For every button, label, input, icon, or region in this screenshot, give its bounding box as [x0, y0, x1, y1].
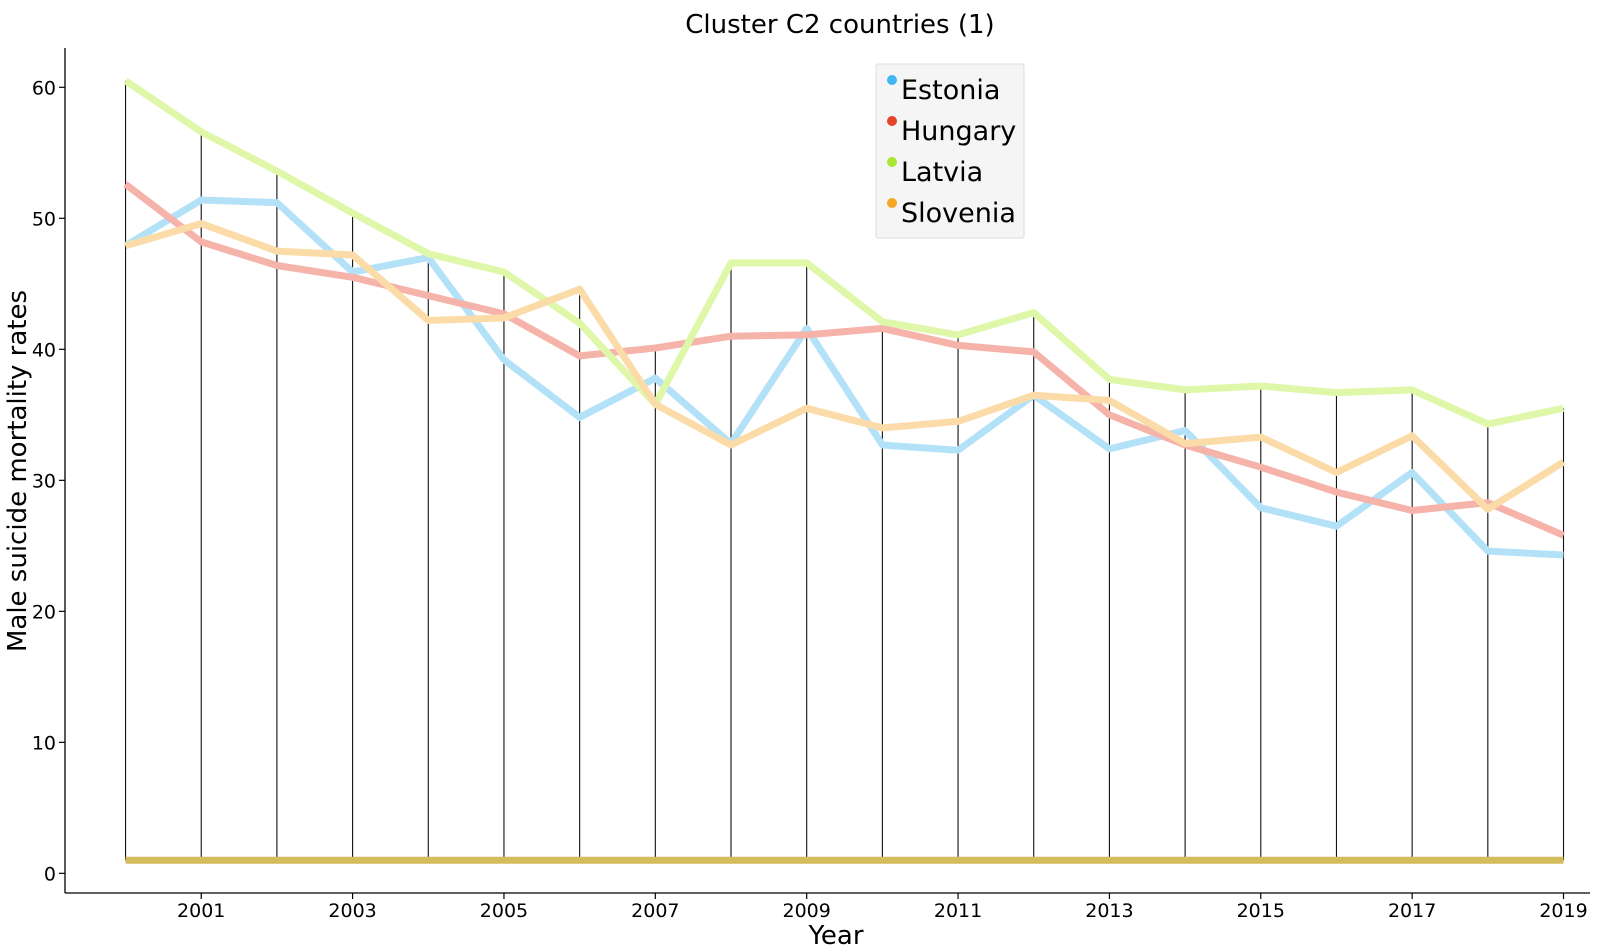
series-lines: [123, 77, 1566, 559]
x-tick-label-2019: 2019: [1539, 900, 1587, 922]
x-tick-label-2005: 2005: [480, 900, 528, 922]
legend-label-estonia: Estonia: [901, 75, 1000, 106]
x-tick-label-2015: 2015: [1237, 900, 1285, 922]
y-tick-label-60: 60: [32, 77, 56, 99]
legend-marker-estonia: [887, 75, 897, 85]
y-tick-label-20: 20: [32, 601, 56, 623]
legend: Estonia Hungary Latvia Slovenia: [875, 63, 1025, 239]
series-line-slovenia: [124, 220, 1566, 513]
y-tick-label-30: 30: [32, 470, 56, 492]
vertical-stems: [124, 80, 1565, 861]
y-tick-label-10: 10: [32, 732, 56, 754]
x-tick-label-2009: 2009: [783, 900, 831, 922]
legend-label-slovenia: Slovenia: [901, 198, 1016, 229]
y-ticks: 0 10 20 30 40 50 60: [32, 77, 65, 885]
x-ticks: 2001 2003 2005 2007 2009 2011 2013 2015 2017 2019: [177, 893, 1588, 922]
x-tick-label-2011: 2011: [934, 900, 982, 922]
y-tick-label-0: 0: [44, 863, 56, 885]
x-tick-label-2001: 2001: [177, 900, 225, 922]
y-tick-label-50: 50: [32, 208, 56, 230]
y-axis-label: Male suicide mortality rates: [3, 290, 33, 652]
legend-items: Estonia Hungary Latvia Slovenia: [887, 75, 1016, 229]
axes: [64, 48, 1590, 894]
y-tick-label-40: 40: [32, 339, 56, 361]
x-axis-label: Year: [807, 921, 863, 951]
legend-marker-hungary: [887, 116, 897, 126]
legend-label-latvia: Latvia: [901, 157, 983, 188]
legend-marker-slovenia: [887, 198, 897, 208]
legend-frame: [875, 63, 1025, 239]
chart-title: Cluster C2 countries (1): [685, 10, 994, 40]
x-tick-label-2013: 2013: [1085, 900, 1133, 922]
x-tick-label-2003: 2003: [328, 900, 376, 922]
legend-label-hungary: Hungary: [901, 116, 1016, 147]
x-tick-label-2007: 2007: [631, 900, 679, 922]
series-line-latvia: [123, 77, 1565, 428]
series-line-hungary: [123, 181, 1565, 539]
x-tick-label-2017: 2017: [1388, 900, 1436, 922]
legend-marker-latvia: [887, 157, 897, 167]
